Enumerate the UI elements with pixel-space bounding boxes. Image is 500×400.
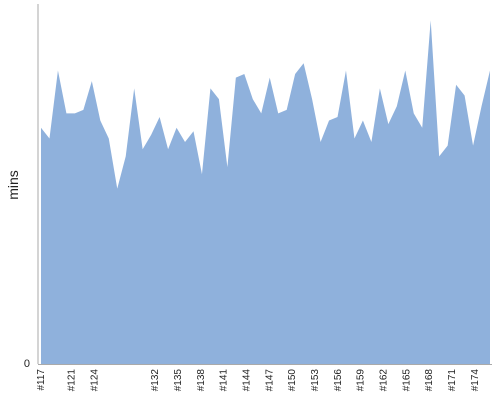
x-tick-label: #171 <box>447 369 458 392</box>
area-series <box>41 20 490 364</box>
y-tick-label-zero: 0 <box>24 358 30 370</box>
x-tick-label: #141 <box>219 369 230 392</box>
x-tick-label: #159 <box>356 369 367 392</box>
x-tick-label: #138 <box>196 369 207 392</box>
x-tick-label: #156 <box>333 369 344 392</box>
y-axis-title: mins <box>5 170 21 200</box>
x-tick-label: #168 <box>424 369 435 392</box>
x-tick-label: #150 <box>287 369 298 392</box>
x-tick-label: #121 <box>66 369 77 392</box>
x-tick-label: #135 <box>173 369 184 392</box>
x-tick-label: #132 <box>150 369 161 392</box>
x-tick-label: #153 <box>310 369 321 392</box>
x-tick-label: #124 <box>89 369 100 392</box>
plot-area <box>41 20 490 364</box>
x-tick-label: #165 <box>401 369 412 392</box>
x-tick-label: #147 <box>264 369 275 392</box>
x-tick-label: #174 <box>470 369 481 392</box>
x-tick-label: #117 <box>36 369 47 391</box>
x-tick-labels: #117 #121 #124 #132 #135 #138 #141 #144 #147 #150… <box>36 369 481 392</box>
x-tick-label: #144 <box>242 369 253 392</box>
x-tick-label: #162 <box>379 369 390 392</box>
